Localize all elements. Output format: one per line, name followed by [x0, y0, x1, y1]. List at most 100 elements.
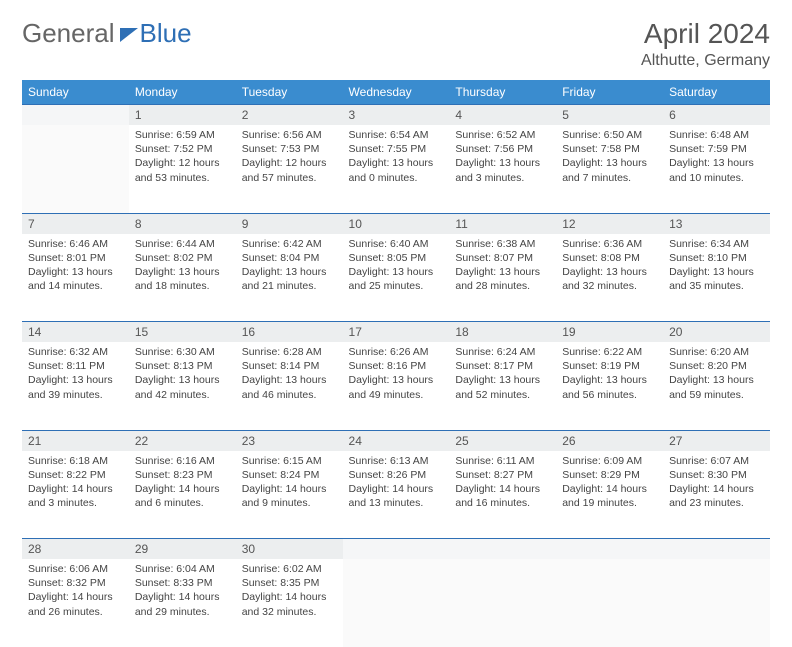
day-cell: Sunrise: 6:22 AMSunset: 8:19 PMDaylight:…	[556, 342, 663, 430]
day-info-line: Sunrise: 6:28 AM	[242, 345, 337, 359]
day-cell: Sunrise: 6:42 AMSunset: 8:04 PMDaylight:…	[236, 234, 343, 322]
header: General Blue April 2024 Althutte, German…	[22, 18, 770, 70]
day-info-line: Sunrise: 6:46 AM	[28, 237, 123, 251]
day-info-line: Sunrise: 6:13 AM	[349, 454, 444, 468]
day-cell: Sunrise: 6:48 AMSunset: 7:59 PMDaylight:…	[663, 125, 770, 213]
day-number: 27	[663, 430, 770, 451]
day-info-line: Daylight: 13 hours and 14 minutes.	[28, 265, 123, 293]
day-info-line: Sunrise: 6:50 AM	[562, 128, 657, 142]
daynum-row: 78910111213	[22, 213, 770, 234]
day-info-line: Sunset: 8:14 PM	[242, 359, 337, 373]
day-number: 22	[129, 430, 236, 451]
day-info-line: Daylight: 13 hours and 59 minutes.	[669, 373, 764, 401]
day-cell: Sunrise: 6:24 AMSunset: 8:17 PMDaylight:…	[449, 342, 556, 430]
day-info-line: Sunset: 8:01 PM	[28, 251, 123, 265]
day-info-line: Daylight: 14 hours and 26 minutes.	[28, 590, 123, 618]
day-info-line: Daylight: 13 hours and 18 minutes.	[135, 265, 230, 293]
day-info-line: Sunset: 8:10 PM	[669, 251, 764, 265]
day-info-line: Sunset: 8:04 PM	[242, 251, 337, 265]
day-info-line: Sunrise: 6:07 AM	[669, 454, 764, 468]
weekday-header-row: Sunday Monday Tuesday Wednesday Thursday…	[22, 80, 770, 105]
day-cell: Sunrise: 6:34 AMSunset: 8:10 PMDaylight:…	[663, 234, 770, 322]
day-info-line: Sunset: 8:13 PM	[135, 359, 230, 373]
day-info-line: Daylight: 13 hours and 0 minutes.	[349, 156, 444, 184]
day-cell: Sunrise: 6:13 AMSunset: 8:26 PMDaylight:…	[343, 451, 450, 539]
day-number: 7	[22, 213, 129, 234]
day-cell: Sunrise: 6:07 AMSunset: 8:30 PMDaylight:…	[663, 451, 770, 539]
day-content-row: Sunrise: 6:32 AMSunset: 8:11 PMDaylight:…	[22, 342, 770, 430]
day-info-line: Sunset: 8:33 PM	[135, 576, 230, 590]
day-info-line: Sunrise: 6:38 AM	[455, 237, 550, 251]
day-info-line: Sunset: 8:07 PM	[455, 251, 550, 265]
logo-triangle-icon	[120, 28, 138, 42]
month-title: April 2024	[641, 18, 770, 50]
weekday-header: Tuesday	[236, 80, 343, 105]
day-number: 5	[556, 105, 663, 126]
day-number: 10	[343, 213, 450, 234]
day-info-line: Daylight: 13 hours and 28 minutes.	[455, 265, 550, 293]
day-number	[556, 539, 663, 560]
day-info-line: Daylight: 14 hours and 16 minutes.	[455, 482, 550, 510]
day-cell: Sunrise: 6:38 AMSunset: 8:07 PMDaylight:…	[449, 234, 556, 322]
day-cell	[449, 559, 556, 647]
day-info-line: Sunrise: 6:18 AM	[28, 454, 123, 468]
day-info-line: Daylight: 13 hours and 56 minutes.	[562, 373, 657, 401]
day-number: 29	[129, 539, 236, 560]
day-info-line: Daylight: 13 hours and 35 minutes.	[669, 265, 764, 293]
day-number: 30	[236, 539, 343, 560]
day-info-line: Sunrise: 6:56 AM	[242, 128, 337, 142]
day-number	[663, 539, 770, 560]
day-number: 12	[556, 213, 663, 234]
day-cell	[22, 125, 129, 213]
logo-text-1: General	[22, 18, 115, 49]
day-info-line: Sunset: 8:32 PM	[28, 576, 123, 590]
day-number	[343, 539, 450, 560]
day-info-line: Daylight: 13 hours and 25 minutes.	[349, 265, 444, 293]
day-number: 28	[22, 539, 129, 560]
day-info-line: Sunset: 8:16 PM	[349, 359, 444, 373]
day-info-line: Daylight: 13 hours and 32 minutes.	[562, 265, 657, 293]
day-number	[22, 105, 129, 126]
day-info-line: Sunrise: 6:44 AM	[135, 237, 230, 251]
day-info-line: Daylight: 14 hours and 19 minutes.	[562, 482, 657, 510]
day-cell: Sunrise: 6:16 AMSunset: 8:23 PMDaylight:…	[129, 451, 236, 539]
day-info-line: Sunrise: 6:52 AM	[455, 128, 550, 142]
location: Althutte, Germany	[641, 52, 770, 70]
day-info-line: Daylight: 14 hours and 9 minutes.	[242, 482, 337, 510]
day-cell: Sunrise: 6:54 AMSunset: 7:55 PMDaylight:…	[343, 125, 450, 213]
day-number: 11	[449, 213, 556, 234]
day-number: 16	[236, 322, 343, 343]
day-info-line: Sunrise: 6:59 AM	[135, 128, 230, 142]
day-cell: Sunrise: 6:56 AMSunset: 7:53 PMDaylight:…	[236, 125, 343, 213]
title-block: April 2024 Althutte, Germany	[641, 18, 770, 70]
day-content-row: Sunrise: 6:18 AMSunset: 8:22 PM Daylight:…	[22, 451, 770, 539]
day-info-line: Sunset: 8:02 PM	[135, 251, 230, 265]
day-number: 9	[236, 213, 343, 234]
day-cell	[663, 559, 770, 647]
day-content-row: Sunrise: 6:06 AMSunset: 8:32 PMDaylight:…	[22, 559, 770, 647]
day-info-line: Sunset: 7:53 PM	[242, 142, 337, 156]
day-info-line: Sunrise: 6:11 AM	[455, 454, 550, 468]
day-number: 13	[663, 213, 770, 234]
day-number: 18	[449, 322, 556, 343]
day-number: 25	[449, 430, 556, 451]
day-info-line: Sunrise: 6:34 AM	[669, 237, 764, 251]
day-info-line: Daylight: 14 hours and 13 minutes.	[349, 482, 444, 510]
day-cell: Sunrise: 6:40 AMSunset: 8:05 PMDaylight:…	[343, 234, 450, 322]
day-number: 2	[236, 105, 343, 126]
day-info-line: Daylight: 14 hours and 32 minutes.	[242, 590, 337, 618]
day-info-line: Sunset: 8:22 PM	[28, 468, 123, 482]
day-number: 17	[343, 322, 450, 343]
day-content-row: Sunrise: 6:46 AMSunset: 8:01 PMDaylight:…	[22, 234, 770, 322]
day-number: 15	[129, 322, 236, 343]
day-info-line: Daylight: 13 hours and 7 minutes.	[562, 156, 657, 184]
day-info-line: Daylight: 12 hours and 57 minutes.	[242, 156, 337, 184]
day-cell: Sunrise: 6:26 AMSunset: 8:16 PMDaylight:…	[343, 342, 450, 430]
day-number: 19	[556, 322, 663, 343]
day-info-line: Sunset: 8:24 PM	[242, 468, 337, 482]
day-info-line: Sunset: 8:19 PM	[562, 359, 657, 373]
day-info-line: Sunrise: 6:04 AM	[135, 562, 230, 576]
day-info-line: Daylight: 13 hours and 46 minutes.	[242, 373, 337, 401]
day-info-line: Daylight: 13 hours and 3 minutes.	[455, 156, 550, 184]
day-info-line: Sunrise: 6:40 AM	[349, 237, 444, 251]
